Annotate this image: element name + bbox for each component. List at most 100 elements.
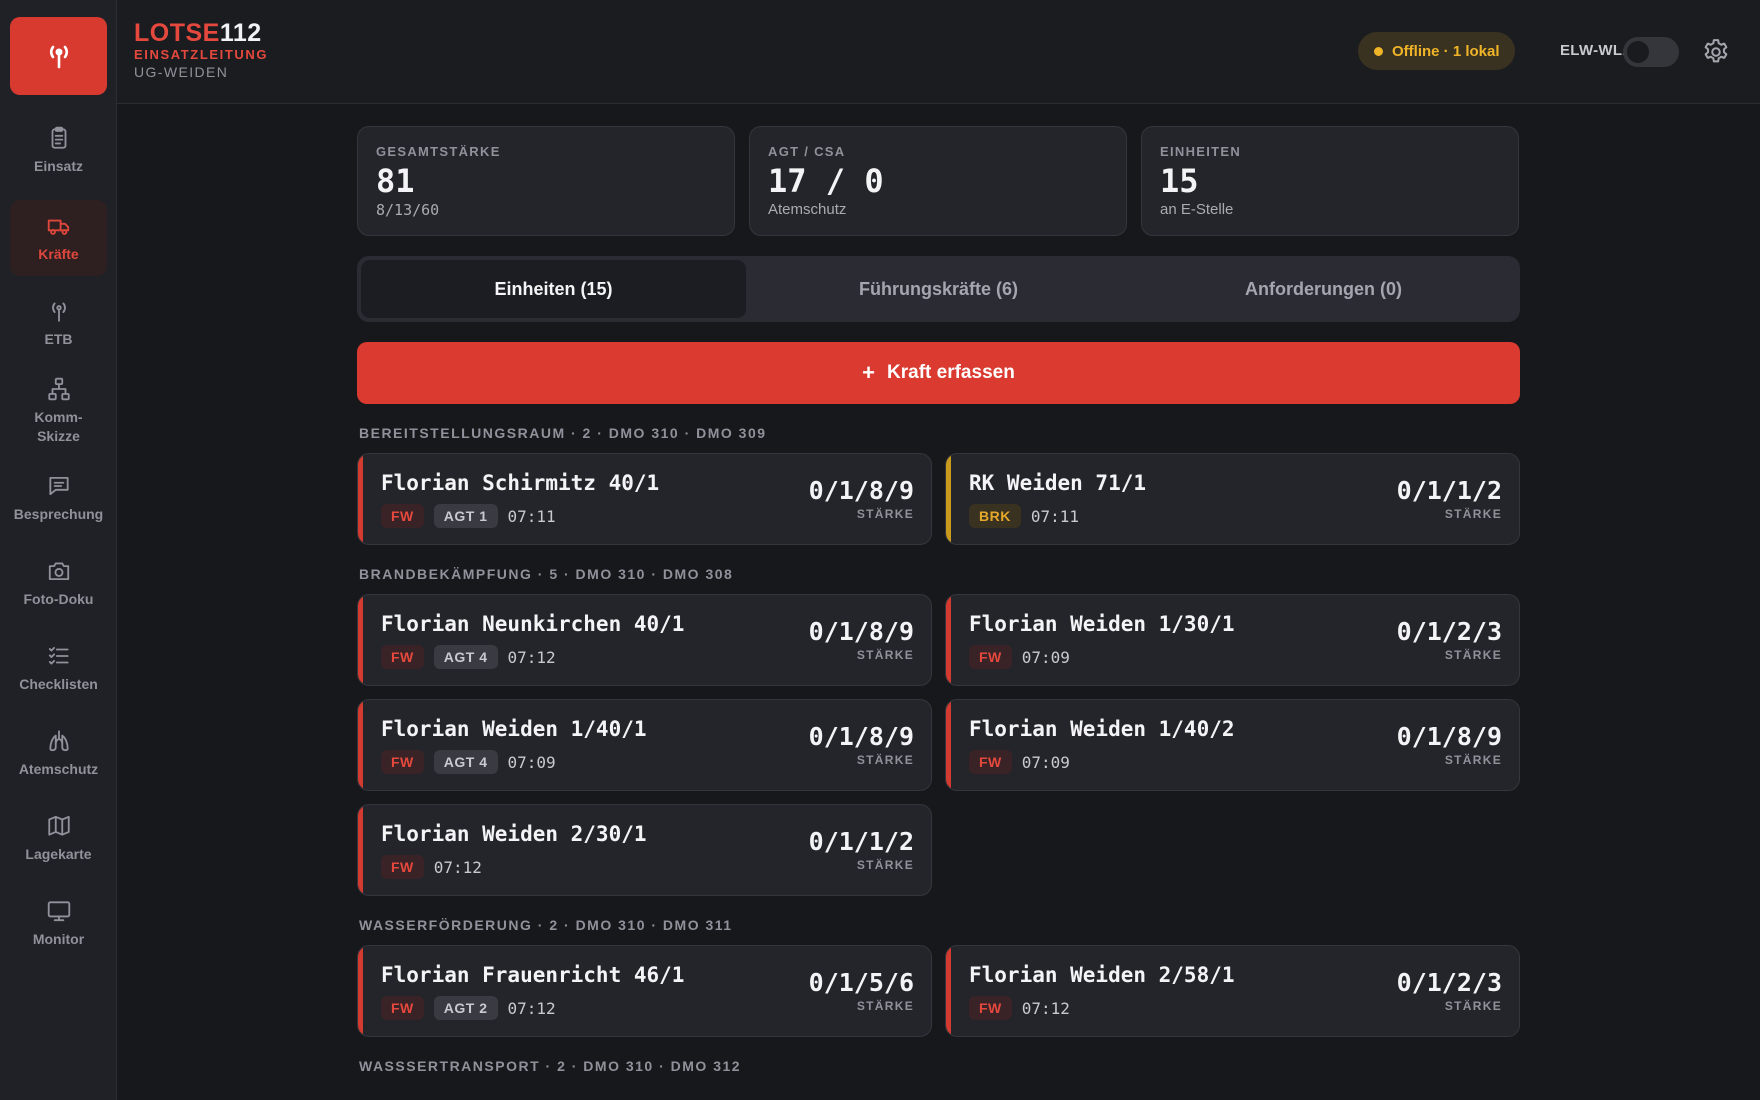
unit-meta: FW 07:09	[969, 750, 1070, 774]
unit-meta: BRK 07:11	[969, 504, 1079, 528]
strength-label: STÄRKE	[856, 648, 914, 662]
unit-time: 07:09	[1021, 647, 1070, 667]
tab-fuehrungskraefte[interactable]: Führungskräfte (6)	[858, 278, 1018, 299]
add-force-label: Kraft erfassen	[887, 362, 1015, 383]
stat-value: 17 / 0	[768, 162, 884, 200]
unit-time: 07:12	[507, 647, 556, 667]
unit-name: Florian Frauenricht 46/1	[381, 963, 685, 987]
unit-meta: FW 07:12	[381, 855, 482, 879]
tab-anforderungen[interactable]: Anforderungen (0)	[1245, 278, 1402, 299]
strength-label: STÄRKE	[1444, 507, 1502, 521]
unit-strength: 0/1/1/2	[808, 827, 914, 856]
brand: LOTSE112 EINSATZLEITUNG UG-WEIDEN	[134, 19, 268, 81]
sidebar-item-label: Atemschutz	[18, 760, 99, 777]
unit-time: 07:11	[507, 506, 556, 526]
wlan-toggle[interactable]	[1623, 37, 1679, 67]
unit-meta: FW AGT 4 07:12	[381, 645, 556, 669]
offline-status-badge[interactable]: Offline · 1 lokal	[1358, 32, 1515, 70]
org-badge: FW	[969, 996, 1012, 1020]
sidebar-item-label: ETB	[44, 330, 73, 347]
stat-sub: an E-Stelle	[1160, 201, 1234, 218]
sidebar-item-label: Komm- Skizze	[34, 409, 83, 444]
unit-card[interactable]: Florian Schirmitz 40/1 FW AGT 1 07:11 0/1/8/…	[357, 453, 932, 545]
radio-tower-icon	[49, 45, 68, 69]
unit-strength: 0/1/5/6	[808, 968, 914, 997]
unit-meta: FW AGT 2 07:12	[381, 996, 556, 1020]
tab-einheiten[interactable]: Einheiten (15)	[361, 260, 746, 318]
unit-strength: 0/1/2/3	[1396, 617, 1502, 646]
unit-card[interactable]: Florian Weiden 1/30/1 FW 07:09 0/1/2/3 STÄRK…	[945, 594, 1520, 686]
org-badge: FW	[969, 750, 1012, 774]
add-force-button[interactable]: + Kraft erfassen	[357, 342, 1520, 404]
strength-label: STÄRKE	[856, 999, 914, 1013]
sidebar-item-label: Checklisten	[19, 675, 98, 692]
unit-meta: FW AGT 4 07:09	[381, 750, 556, 774]
brand-org: UG-WEIDEN	[134, 64, 229, 80]
unit-time: 07:12	[1021, 998, 1070, 1018]
unit-name: Florian Weiden 2/58/1	[969, 963, 1235, 987]
unit-time: 07:09	[1021, 752, 1070, 772]
sidebar-item-atemschutz[interactable]: Atemschutz	[10, 715, 107, 791]
org-badge: FW	[381, 750, 424, 774]
unit-name: RK Weiden 71/1	[969, 471, 1147, 495]
sidebar: Einsatz Kräfte ETB Komm- Skizze Besprechung F…	[0, 0, 117, 1100]
status-stripe	[946, 700, 951, 790]
sidebar-item-checklisten[interactable]: Checklisten	[10, 630, 107, 706]
sidebar-item-einsatz[interactable]: Einsatz	[10, 112, 107, 188]
sidebar-item-label: Einsatz	[33, 157, 83, 174]
monitor-icon	[47, 900, 70, 921]
strength-label: STÄRKE	[1444, 648, 1502, 662]
unit-strength: 0/1/1/2	[1396, 476, 1502, 505]
unit-name: Florian Weiden 1/40/2	[969, 717, 1235, 741]
status-stripe	[946, 946, 951, 1036]
unit-meta: FW AGT 1 07:11	[381, 504, 556, 528]
unit-card[interactable]: Florian Frauenricht 46/1 FW AGT 2 07:12 0/1/…	[357, 945, 932, 1037]
network-icon	[47, 377, 70, 401]
sidebar-item-lagekarte[interactable]: Lagekarte	[10, 800, 107, 876]
gear-icon	[1704, 39, 1728, 63]
sidebar-item-etb[interactable]: ETB	[10, 285, 107, 361]
stat-sub: 8/13/60	[376, 201, 440, 219]
app-logo-button[interactable]	[10, 17, 107, 95]
sidebar-item-kräfte[interactable]: Kräfte	[10, 200, 107, 276]
stats-row: GESAMTSTÄRKE 81 8/13/60 AGT / CSA 17 / 0 Atem…	[357, 126, 1520, 236]
plus-icon: +	[862, 360, 876, 385]
stat-card: AGT / CSA 17 / 0 Atemschutz	[749, 126, 1127, 236]
unit-time: 07:12	[433, 857, 482, 877]
strength-label: STÄRKE	[856, 507, 914, 521]
unit-card[interactable]: Florian Weiden 2/30/1 FW 07:12 0/1/1/2 STÄRK…	[357, 804, 932, 896]
chat-icon	[48, 476, 69, 495]
sidebar-item-besprechung[interactable]: Besprechung	[10, 460, 107, 536]
tab-bar: Einheiten (15) Führungskräfte (6) Anforder…	[357, 256, 1520, 322]
status-stripe	[358, 595, 363, 685]
unit-strength: 0/1/8/9	[808, 476, 914, 505]
status-stripe	[946, 454, 951, 544]
settings-button[interactable]	[1701, 37, 1731, 72]
agt-badge: AGT 4	[433, 645, 498, 669]
sidebar-item-monitor[interactable]: Monitor	[10, 885, 107, 961]
unit-name: Florian Weiden 2/30/1	[381, 822, 647, 846]
unit-time: 07:11	[1030, 506, 1080, 526]
unit-card[interactable]: Florian Weiden 2/58/1 FW 07:12 0/1/2/3 STÄRK…	[945, 945, 1520, 1037]
sidebar-item-foto-doku[interactable]: Foto-Doku	[10, 545, 107, 621]
section-title: BRANDBEKÄMPFUNG · 5 · DMO 310 · DMO 308	[359, 566, 734, 582]
strength-label: STÄRKE	[1444, 999, 1502, 1013]
status-stripe	[946, 595, 951, 685]
lungs-icon	[48, 729, 69, 751]
strength-label: STÄRKE	[856, 753, 914, 767]
sidebar-item-label: Kräfte	[38, 245, 79, 262]
unit-strength: 0/1/8/9	[808, 722, 914, 751]
checklist-icon	[48, 646, 69, 665]
section-title: WASSSERTRANSPORT · 2 · DMO 310 · DMO 312	[359, 1058, 742, 1074]
unit-card[interactable]: Florian Weiden 1/40/1 FW AGT 4 07:09 0/1/8/9…	[357, 699, 932, 791]
map-icon	[47, 815, 70, 836]
brand-title: LOTSE112	[134, 19, 268, 47]
unit-card[interactable]: Florian Neunkirchen 40/1 FW AGT 4 07:12 0/1/…	[357, 594, 932, 686]
unit-card[interactable]: Florian Weiden 1/40/2 FW 07:09 0/1/8/9 STÄRK…	[945, 699, 1520, 791]
sidebar-item-komm-skizze[interactable]: Komm- Skizze	[10, 366, 107, 456]
offline-status-text: Offline · 1 lokal	[1392, 42, 1500, 60]
unit-grid: Florian Frauenricht 46/1 FW AGT 2 07:12 0/1/…	[357, 945, 1520, 1037]
section-title: BEREITSTELLUNGSRAUM · 2 · DMO 310 · DMO …	[359, 425, 767, 441]
unit-name: Florian Schirmitz 40/1	[381, 471, 660, 495]
unit-card[interactable]: RK Weiden 71/1 BRK 07:11 0/1/1/2 STÄRKE	[945, 453, 1520, 545]
